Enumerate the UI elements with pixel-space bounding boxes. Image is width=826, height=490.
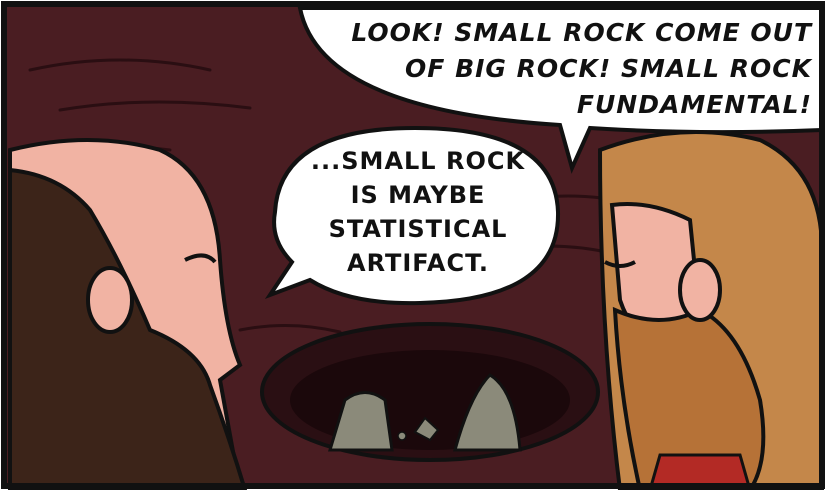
speech-text: IS MAYBE [351,181,486,209]
speech-text: ...SMALL ROCK [311,147,526,175]
comic-panel: LOOK! SMALL ROCK COME OUT OF BIG ROCK! SM… [0,0,826,490]
speech-text: OF BIG ROCK! SMALL ROCK [405,54,813,83]
speech-text: ARTIFACT. [347,249,489,277]
speech-text: FUNDAMENTAL! [577,90,812,119]
small-rock [398,432,406,440]
left-character-ear [88,268,132,332]
right-character-ear [680,260,720,320]
speech-text: LOOK! SMALL ROCK COME OUT [351,18,813,47]
speech-text: STATISTICAL [329,215,508,243]
